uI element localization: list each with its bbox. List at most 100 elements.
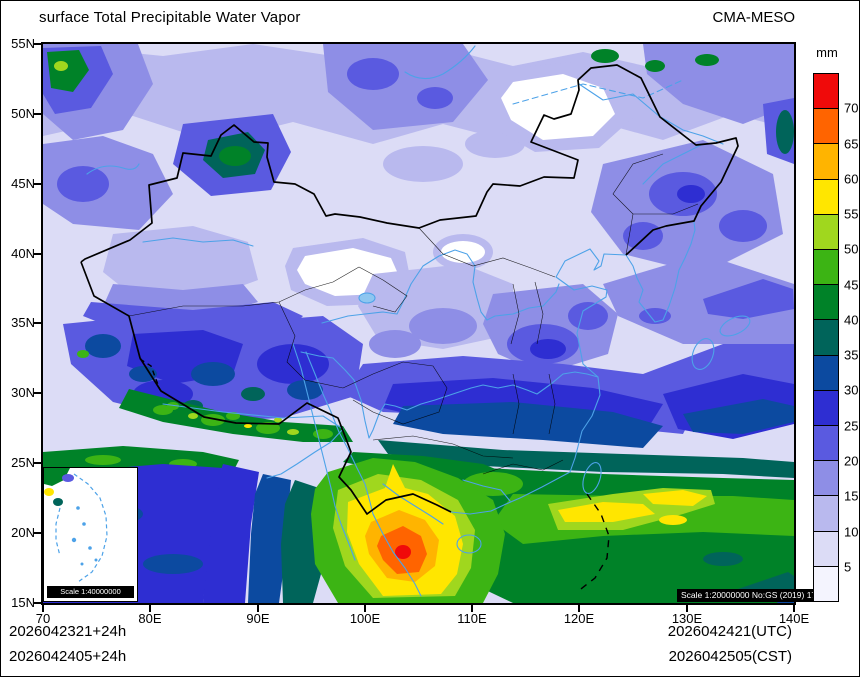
page-title: surface Total Precipitable Water Vapor [39,9,301,26]
colorbar-tick-label: 60 [844,171,859,187]
y-tick [34,602,41,604]
x-tick [578,605,580,612]
y-axis-label: 30N [11,385,35,400]
y-axis-label: 45N [11,176,35,191]
inset-islands [71,506,98,566]
red-river [382,483,444,525]
colorbar-tick-label: 15 [844,488,859,504]
korea-coast [625,221,696,323]
tarim-river [142,237,254,247]
salween-river [292,343,356,561]
y-axis-label: 55N [11,36,35,51]
y-tick [34,532,41,534]
colorbar-cell [814,355,838,391]
province-borders [128,153,699,475]
y-axis-label: 35N [11,315,35,330]
map-scale-note: Scale 1:20000000 No:GS (2019) 1786 [677,589,830,602]
honshu-island [719,315,751,337]
pwv-contour-map [43,44,794,603]
y-tick [34,392,41,394]
x-tick [42,605,44,612]
yangtze-river [300,351,599,439]
inset-map [44,468,108,583]
x-tick [686,605,688,612]
colorbar-tick-label: 65 [844,136,859,152]
x-tick [257,605,259,612]
colorbar-tick-label: 45 [844,277,859,293]
x-axis-label: 110E [457,611,487,626]
x-tick [149,605,151,612]
south-china-sea-inset: Scale 1:40000000 [43,467,138,602]
colorbar-tick-label: 40 [844,312,859,328]
qinghai-lake [358,292,376,304]
colorbar-cell [814,109,838,145]
y-tick [34,43,41,45]
colorbar-cell [814,285,838,321]
colorbar-cell [814,496,838,532]
colorbar [813,73,839,602]
x-axis-label: 120E [563,611,595,626]
inset-scale-label: Scale 1:40000000 [47,586,134,598]
china-coastline [450,248,627,515]
pearl-river [462,479,511,502]
mekong-river [305,351,422,597]
pwv-field [43,44,794,603]
y-tick [34,183,41,185]
dashed-boundaries [139,358,610,593]
y-axis-label: 50N [11,106,35,121]
valid-time-cst: 2026042505(CST) [668,648,792,665]
lake-baikal [404,45,476,80]
x-axis-label: 70 [35,611,51,626]
colorbar-cell [814,320,838,356]
colorbar-tick-label: 50 [844,241,859,257]
nine-dash-line [576,493,610,593]
x-tick [364,605,366,612]
national-borders [80,64,739,515]
init-time-cst: 2026042405+24h [9,648,127,665]
y-axis-label: 40N [11,246,35,261]
colorbar-unit-label: mm [816,45,838,60]
colorbar-cell [814,390,838,427]
y-axis-label: 25N [11,455,35,470]
disputed-border-dashed [139,358,161,391]
colorbar-tick-label: 5 [844,559,852,575]
colorbar-tick-label: 55 [844,206,859,222]
colorbar-tick-label: 10 [844,524,859,540]
colorbar-cell [814,144,838,180]
kyushu-island [691,338,715,370]
init-time-utc: 2026042321+24h [9,623,127,640]
colorbar-cell [814,426,838,462]
y-tick [34,253,41,255]
y-axis-label: 15N [11,595,35,610]
colorbar-cell [814,214,838,251]
hainan-island [456,534,482,554]
model-label: CMA-MESO [712,9,796,26]
colorbar-tick-label: 70 [844,100,859,116]
colorbar-cell [814,461,838,497]
inset-nine-dash-line [73,473,108,583]
colorbar-cell [814,531,838,567]
y-tick [34,322,41,324]
yellow-river [321,249,560,324]
x-axis-label: 90E [246,611,270,626]
x-axis-label: 140E [778,611,810,626]
colorbar-cell [814,74,838,110]
colorbar-cell [814,179,838,215]
colorbar-tick-label: 35 [844,347,859,363]
y-axis-label: 20N [11,525,35,540]
x-axis-label: 80E [138,611,162,626]
valid-time-utc: 2026042421(UTC) [667,623,792,640]
x-axis-label: 100E [349,611,381,626]
colorbar-tick-label: 30 [844,382,859,398]
lake-balkhash [86,163,140,175]
x-axis-label: 130E [671,611,703,626]
x-tick [471,605,473,612]
colorbar-tick-label: 20 [844,453,859,469]
y-tick [34,113,41,115]
brahmaputra-river [162,403,344,479]
argun-river-dashed [512,79,684,105]
colorbar-cell [814,566,838,602]
songhua-river [642,143,704,185]
colorbar-tick-label: 25 [844,418,859,434]
